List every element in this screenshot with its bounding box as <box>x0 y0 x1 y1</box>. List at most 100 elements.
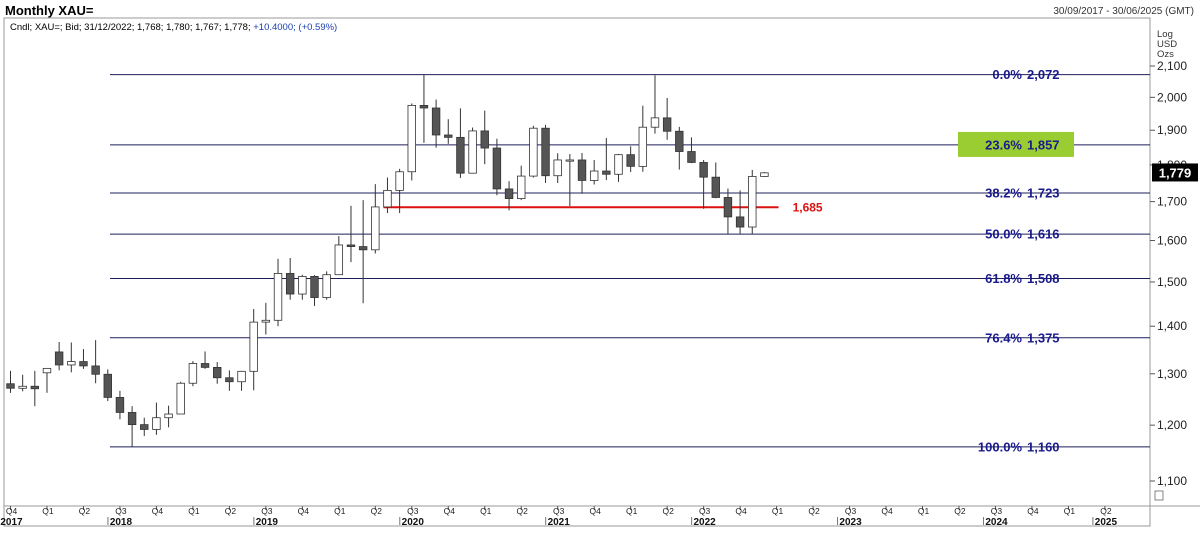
candle-bull <box>42 367 52 374</box>
candle-bear <box>140 424 149 430</box>
candle-bear <box>310 276 319 298</box>
x-year-label: 2025 <box>1095 517 1118 528</box>
x-quarter-label: Q3 <box>845 506 857 516</box>
date-range: 30/09/2017 - 30/06/2025 (GMT) <box>1053 6 1194 17</box>
candle-bull <box>18 385 27 389</box>
candle-bear <box>346 244 356 247</box>
candle-bull <box>188 363 198 384</box>
x-quarter-label: Q2 <box>371 506 383 516</box>
candle-bull <box>650 117 660 128</box>
candle-bear <box>723 197 733 218</box>
scale-currency-label: USD <box>1157 39 1178 50</box>
x-quarter-label: Q3 <box>407 506 419 516</box>
candle-bear <box>626 154 635 167</box>
x-year-label: 2019 <box>256 517 279 528</box>
x-year-label: 2024 <box>985 517 1008 528</box>
candle-bull <box>164 413 173 419</box>
candle-bear <box>480 130 489 149</box>
ohlc-values: Cndl; XAU=; Bid; 31/12/2022; 1,768; 1,78… <box>10 22 251 33</box>
candle-bear <box>103 373 112 398</box>
candle-bear <box>431 107 441 136</box>
x-quarter-label: Q4 <box>152 506 164 516</box>
x-year-label: 2021 <box>548 517 571 528</box>
ohlc-readout: Cndl; XAU=; Bid; 31/12/2022; 1,768; 1,78… <box>10 22 337 33</box>
fib-pct-label: 76.4% <box>985 330 1022 345</box>
x-quarter-label: Q1 <box>42 506 54 516</box>
candle-bear <box>358 246 368 251</box>
x-quarter-label: Q4 <box>735 506 747 516</box>
candle-bear <box>675 130 684 152</box>
x-year-label: 2018 <box>110 517 133 528</box>
x-quarter-label: Q1 <box>480 506 492 516</box>
y-tick-label: 1,300 <box>1157 367 1187 381</box>
y-tick-label: 1,400 <box>1157 319 1187 333</box>
candle-bull <box>371 206 380 251</box>
candle-bull <box>589 170 599 181</box>
candle-bull <box>261 319 271 323</box>
x-quarter-label: Q4 <box>1027 506 1039 516</box>
candle-bear <box>456 136 465 174</box>
fib-pct-label: 23.6% <box>985 137 1022 152</box>
candle-bear <box>711 176 720 198</box>
y-tick-label: 1,900 <box>1157 123 1187 137</box>
candle-bear <box>79 361 88 367</box>
x-quarter-label: Q1 <box>1064 506 1076 516</box>
y-tick-label: 1,100 <box>1157 474 1187 488</box>
x-quarter-label: Q4 <box>590 506 602 516</box>
ohlc-change: +10.4000; (+0.59%) <box>253 22 338 33</box>
last-price-label: 1,779 <box>1159 165 1192 180</box>
fib-pct-label: 0.0% <box>992 67 1022 82</box>
candle-bull <box>395 171 404 191</box>
candle-bear <box>577 159 587 181</box>
fib-value-label: 1,616 <box>1027 227 1060 242</box>
x-quarter-label: Q2 <box>517 506 529 516</box>
x-quarter-label: Q4 <box>6 506 18 516</box>
candle-bear <box>115 397 125 413</box>
candle-bull <box>298 276 307 295</box>
candle-bear <box>444 134 453 138</box>
scale-log-label: Log <box>1157 29 1173 40</box>
x-year-label: 2023 <box>839 517 862 528</box>
candle-bull <box>529 127 538 177</box>
candle-bear <box>541 127 550 177</box>
candle-bull <box>249 321 258 372</box>
fib-value-label: 1,508 <box>1027 271 1060 286</box>
candle-bear <box>91 365 100 375</box>
candle-bear <box>419 104 429 109</box>
candle-bull <box>67 361 76 366</box>
fib-value-label: 1,375 <box>1027 330 1060 345</box>
support-label: 1,685 <box>793 200 823 214</box>
fib-value-label: 1,857 <box>1027 137 1060 152</box>
x-quarter-label: Q3 <box>261 506 273 516</box>
fib-pct-label: 100.0% <box>978 439 1023 454</box>
candle-bear <box>30 385 40 390</box>
candle-bear <box>687 151 696 163</box>
candle-bear <box>200 363 210 368</box>
candle-bull <box>517 175 526 200</box>
x-quarter-label: Q3 <box>991 506 1003 516</box>
x-quarter-label: Q2 <box>662 506 674 516</box>
x-quarter-label: Q4 <box>881 506 893 516</box>
y-tick-label: 1,600 <box>1157 234 1187 248</box>
x-quarter-label: Q4 <box>444 506 456 516</box>
fib-pct-label: 38.2% <box>985 185 1022 200</box>
fib-pct-label: 50.0% <box>985 227 1022 242</box>
candle-bear <box>213 367 222 379</box>
fib-value-label: 2,072 <box>1027 67 1060 82</box>
y-tick-label: 2,100 <box>1157 59 1187 73</box>
y-tick-label: 1,200 <box>1157 418 1187 432</box>
x-quarter-label: Q2 <box>954 506 966 516</box>
chart-title: Monthly XAU= <box>5 3 94 18</box>
x-quarter-label: Q3 <box>699 506 711 516</box>
candle-bear <box>735 216 745 228</box>
scale-marker <box>1154 490 1164 501</box>
x-quarter-label: Q3 <box>553 506 565 516</box>
candle-bear <box>54 351 64 366</box>
candle-bear <box>662 117 672 132</box>
fib-highlight-box <box>958 131 1074 157</box>
y-tick-label: 2,000 <box>1157 90 1187 104</box>
candle-bull <box>565 159 575 162</box>
candle-bear <box>699 162 708 178</box>
x-quarter-label: Q4 <box>298 506 310 516</box>
